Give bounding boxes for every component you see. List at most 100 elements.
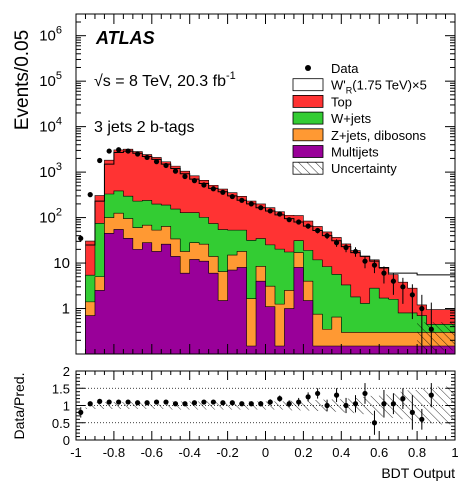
y-tick-label-exponent: 6 <box>56 25 62 37</box>
data-marker <box>315 227 321 234</box>
y-tick-label-base: 10 <box>39 119 56 136</box>
energy-label: √s = 8 TeV, 20.3 fb-1 <box>94 70 236 90</box>
data-marker <box>210 186 216 192</box>
ratio-point <box>201 399 207 405</box>
ratio-point <box>324 399 330 412</box>
ratio-y-label: Data/Pred. <box>11 373 27 440</box>
ratio-marker <box>182 401 188 407</box>
ratio-marker <box>97 398 103 404</box>
data-marker <box>286 217 292 223</box>
data-point <box>277 211 283 217</box>
legend-item: Z+jets, dibosons <box>292 128 427 143</box>
ratio-uncertainty-band <box>85 386 455 425</box>
legend-swatch <box>292 95 324 108</box>
ratio-point <box>343 397 349 414</box>
ratio-point <box>220 400 226 406</box>
ratio-marker <box>390 401 397 407</box>
ratio-point <box>258 401 264 407</box>
ratio-point <box>191 400 198 406</box>
data-point <box>87 192 93 198</box>
data-point <box>191 178 198 184</box>
legend-swatch <box>292 161 324 175</box>
data-marker <box>201 182 207 188</box>
legend-label-text: Data <box>331 61 359 76</box>
signal-outline <box>85 150 455 276</box>
ratio-y-tick-label: 1 <box>63 399 70 414</box>
ratio-marker <box>419 416 425 422</box>
data-marker <box>428 326 434 332</box>
legend-label: Multijets <box>331 145 379 160</box>
y-tick-label: 102 <box>39 207 62 227</box>
ratio-point <box>163 399 169 405</box>
data-marker <box>277 211 283 217</box>
data-marker <box>400 284 406 290</box>
data-marker <box>267 208 273 214</box>
ratio-marker <box>409 409 415 415</box>
ratio-point <box>381 389 387 418</box>
legend-label: Data <box>331 61 359 76</box>
data-point <box>239 197 245 203</box>
ratio-marker <box>343 402 349 409</box>
data-marker <box>220 189 226 195</box>
data-point <box>163 162 169 169</box>
ratio-point <box>97 398 103 404</box>
data-point <box>315 227 321 234</box>
legend-label-text: Z+jets, dibosons <box>331 128 427 143</box>
ratio-point <box>144 400 150 406</box>
ratio-x-axis: -1 -0.8 -0.6 -0.4 -0.2 0 0.2 0.4 0.6 0.8 1 <box>70 371 459 460</box>
data-marker <box>419 305 425 312</box>
legend-swatch <box>292 111 324 125</box>
ratio-marker <box>362 390 368 397</box>
ratio-marker <box>258 401 264 407</box>
ratio-point <box>116 399 122 405</box>
data-point <box>362 255 368 269</box>
data-marker <box>239 197 245 203</box>
uncertainty-hatch-main <box>417 322 455 351</box>
stacked-histogram <box>85 148 455 354</box>
ratio-marker <box>134 400 141 406</box>
x-tick-label: 0 <box>262 445 269 460</box>
ratio-marker <box>267 399 273 405</box>
ratio-y-tick-label: 2 <box>63 364 70 379</box>
ratio-marker <box>428 392 434 398</box>
data-point <box>210 186 216 192</box>
y-tick-label: 1 <box>62 301 70 318</box>
ratio-y-tick-label: 1.5 <box>52 381 70 396</box>
ratio-point <box>296 397 302 407</box>
data-point <box>381 266 387 284</box>
ratio-marker <box>277 396 283 402</box>
ratio-point <box>390 393 397 415</box>
ratio-marker <box>333 392 340 398</box>
ratio-marker <box>229 400 235 406</box>
y-tick-label-base: 10 <box>53 255 70 272</box>
legend-label: W'R(1.75 TeV)×5 <box>331 78 427 96</box>
data-point <box>428 302 434 354</box>
data-point <box>144 154 150 161</box>
data-point <box>296 219 302 225</box>
legend-label-text: Multijets <box>331 145 379 160</box>
legend-label-text: Top <box>331 94 352 109</box>
ratio-point <box>419 408 425 430</box>
ratio-marker <box>305 394 311 400</box>
ratio-marker <box>210 399 216 405</box>
x-tick-label: -1 <box>70 445 82 460</box>
ratio-marker <box>191 400 198 406</box>
x-tick-label: -0.4 <box>178 445 200 460</box>
data-marker <box>409 292 415 298</box>
ratio-marker <box>220 400 226 406</box>
ratio-point <box>239 401 245 407</box>
y-tick-label-base: 10 <box>39 164 56 181</box>
y-tick-label: 106 <box>39 25 62 45</box>
ratio-y-tick-label: 0 <box>63 433 70 448</box>
ratio-point <box>87 401 93 407</box>
data-marker <box>163 162 169 169</box>
data-marker <box>229 193 235 200</box>
ratio-marker <box>125 399 131 405</box>
ratio-point <box>229 400 235 406</box>
ratio-marker <box>352 401 359 407</box>
data-points <box>78 147 434 354</box>
data-point <box>229 193 235 200</box>
data-point <box>390 273 397 295</box>
data-point <box>286 217 292 223</box>
ratio-point <box>182 401 188 407</box>
